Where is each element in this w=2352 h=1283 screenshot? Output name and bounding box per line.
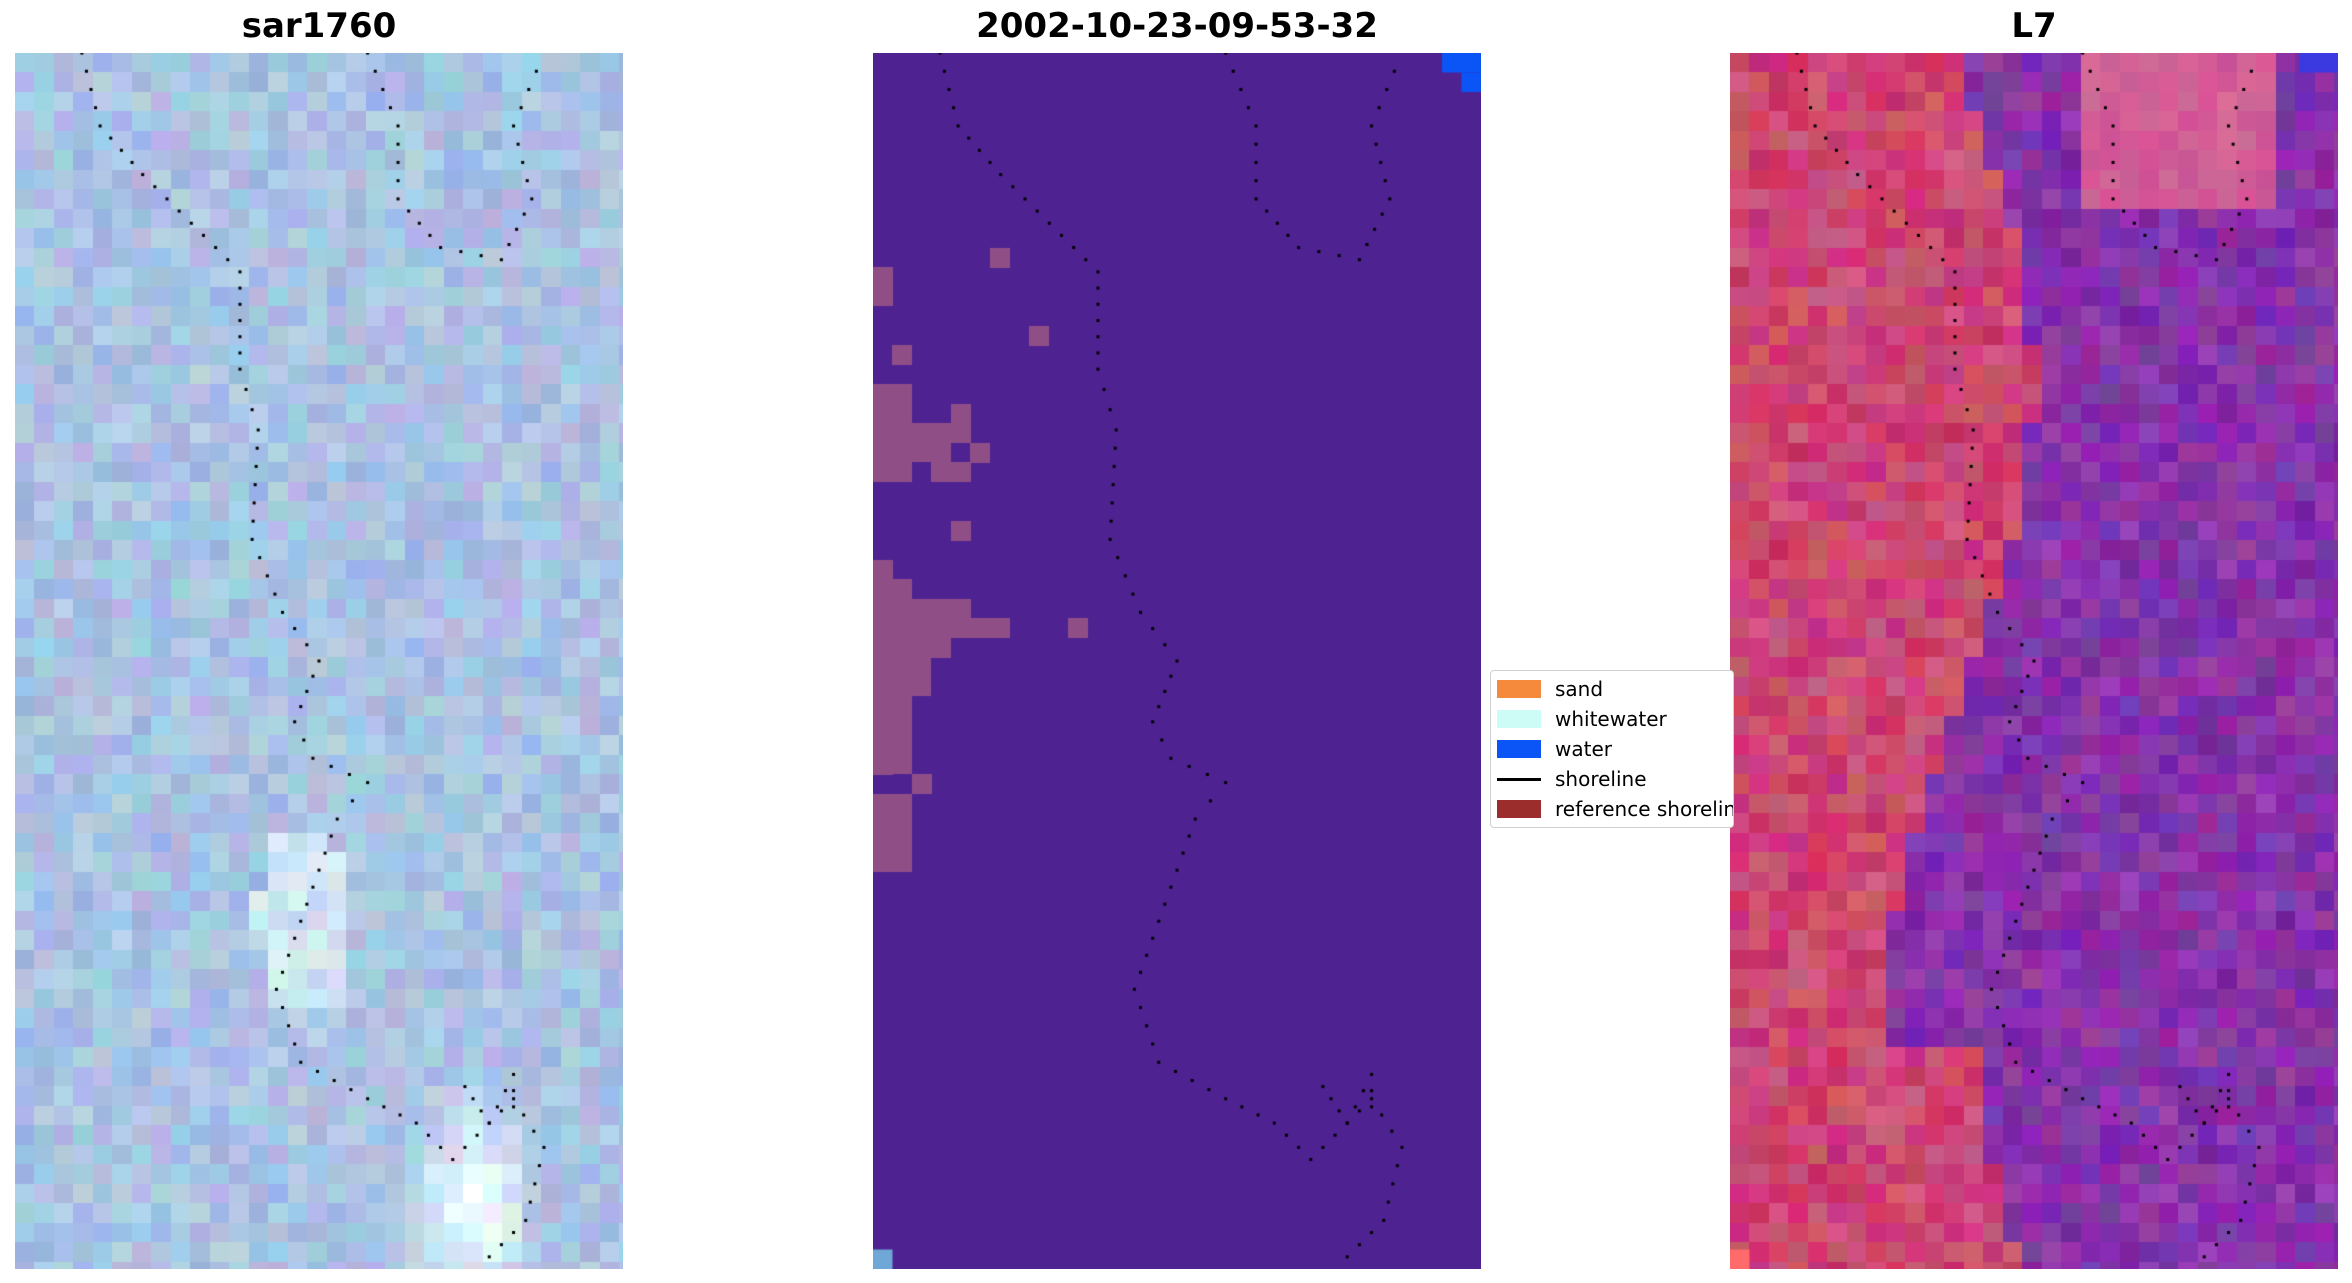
reference-shoreline-swatch	[1497, 800, 1541, 818]
legend-item-whitewater: whitewater	[1497, 706, 1667, 732]
legend-label: water	[1555, 737, 1612, 761]
legend: sand whitewater water shoreline referenc…	[1490, 670, 1734, 828]
legend-item-sand: sand	[1497, 676, 1603, 702]
panel-title-classified: 2002-10-23-09-53-32	[976, 6, 1378, 46]
panel-title-l7: L7	[2011, 6, 2057, 46]
legend-label: sand	[1555, 677, 1604, 701]
sand-swatch	[1497, 680, 1541, 698]
water-swatch	[1497, 740, 1541, 758]
rgb-image-panel	[15, 53, 623, 1269]
legend-label: reference shoreline	[1555, 797, 1734, 821]
panel-title-rgb: sar1760	[241, 6, 397, 46]
false-color-image-panel	[1730, 53, 2338, 1269]
legend-item-shoreline: shoreline	[1497, 766, 1647, 792]
classified-image-panel	[873, 53, 1481, 1269]
legend-item-reference-shoreline: reference shoreline	[1497, 796, 1734, 822]
legend-label: whitewater	[1555, 707, 1667, 731]
legend-label: shoreline	[1555, 767, 1647, 791]
legend-item-water: water	[1497, 736, 1612, 762]
whitewater-swatch	[1497, 710, 1541, 728]
shoreline-line-swatch	[1497, 777, 1541, 781]
